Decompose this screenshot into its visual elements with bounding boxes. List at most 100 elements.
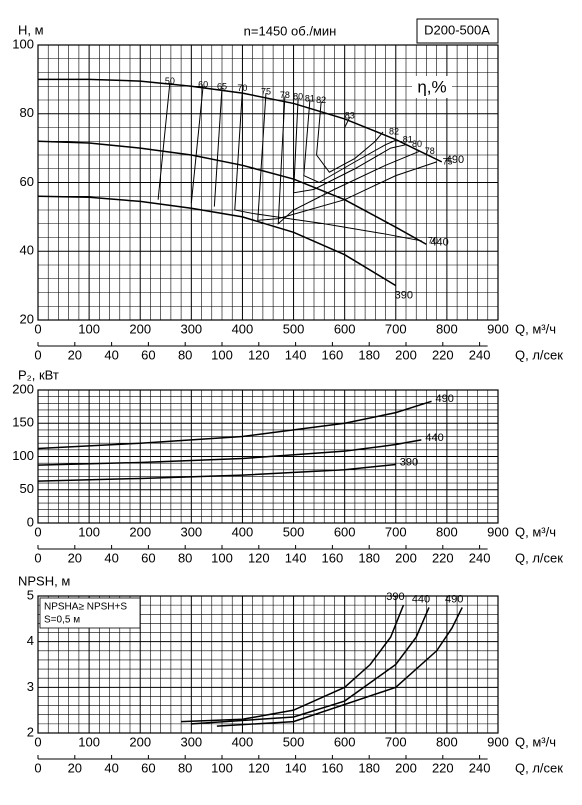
x2-tick-label: 240 [469,550,491,565]
x-tick-label: 300 [180,734,202,749]
x2-tick-label: 180 [358,760,380,775]
efficiency-label: 80 [412,139,422,149]
x2-tick-label: 0 [34,550,41,565]
y-tick-label: 60 [20,174,34,189]
curve [37,195,397,287]
efficiency-label: 70 [428,235,438,245]
curve [37,439,422,466]
x-tick-label: 200 [129,524,151,539]
x-tick-label: 300 [180,524,202,539]
x2-tick-label: 80 [178,760,192,775]
efficiency-label: 81 [305,93,315,103]
x-tick-label: 200 [129,321,151,336]
x2-tick-label: 240 [469,760,491,775]
x-tick-label: 800 [436,524,458,539]
x2-tick-label: 180 [358,550,380,565]
curve [181,604,405,723]
x-tick-label: 500 [283,321,305,336]
curve [37,463,396,482]
x2-tick-label: 160 [322,347,344,362]
x-tick-label: 800 [436,734,458,749]
efficiency-label: 78 [280,90,290,100]
x2-tick-label: 100 [211,550,233,565]
x-tick-label: 600 [334,524,356,539]
x2-axis-label: Q, л/сек [515,347,563,362]
x2-tick-label: 100 [211,347,233,362]
y-axis-label: NPSH, м [18,573,70,588]
efficiency-label: 65 [217,81,227,91]
y-tick-label: 50 [20,481,34,496]
annotation-box [39,597,141,629]
x2-tick-label: 220 [432,760,454,775]
x2-tick-label: 0 [34,760,41,775]
x2-tick-label: 80 [178,550,192,565]
efficiency-label: 81 [403,134,413,144]
x2-tick-label: 80 [178,347,192,362]
x-tick-label: 100 [78,321,100,336]
x-tick-label: 600 [334,321,356,336]
y-tick-label: 40 [20,243,34,258]
x2-tick-label: 40 [104,347,118,362]
x2-tick-label: 120 [248,550,270,565]
x-tick-label: 700 [385,524,407,539]
curve-label: 390 [395,290,413,302]
efficiency-label: 78 [425,146,435,156]
y-tick-label: 150 [12,415,34,430]
eta-bg [412,76,452,98]
efficiency-line [234,89,422,242]
x-axis-label: Q, м³/ч [515,734,556,749]
x2-tick-label: 0 [34,347,41,362]
y-tick-label: 3 [27,679,34,694]
x2-tick-label: 40 [104,550,118,565]
x-tick-label: 400 [232,524,254,539]
efficiency-label: 70 [237,83,247,93]
x2-tick-label: 20 [68,760,82,775]
x2-tick-label: 220 [432,550,454,565]
x2-tick-label: 160 [322,760,344,775]
curve-label: 490 [445,593,463,605]
x-tick-label: 600 [334,734,356,749]
x2-tick-label: 120 [248,347,270,362]
efficiency-label: 50 [165,76,175,86]
x2-tick-label: 120 [248,760,270,775]
x2-axis-label: Q, л/сек [515,550,563,565]
x2-tick-label: 20 [68,347,82,362]
curve-label: 390 [400,456,418,468]
efficiency-line [293,98,407,194]
y-tick-label: 200 [12,381,34,396]
x2-tick-label: 240 [469,347,491,362]
efficiency-line [257,93,437,221]
x-tick-label: 100 [78,734,100,749]
x2-tick-label: 200 [395,550,417,565]
x-tick-label: 900 [487,524,509,539]
efficiency-label: 82 [389,126,399,136]
y-tick-label: 80 [20,105,34,120]
x-tick-label: 800 [436,321,458,336]
x-tick-label: 0 [34,734,41,749]
x2-tick-label: 100 [211,760,233,775]
x-tick-label: 200 [129,734,151,749]
annotation: NPSHA≥ NPSH+S [44,602,127,613]
x2-tick-label: 200 [395,760,417,775]
x-tick-label: 0 [34,524,41,539]
x2-tick-label: 140 [285,760,307,775]
curve-label: 490 [446,154,464,166]
y-tick-label: 100 [12,36,34,51]
y-tick-label: 100 [12,448,34,463]
annotation: S=0,5 м [44,615,80,626]
y-tick-label: 20 [20,311,34,326]
efficiency-line [316,101,384,173]
subtitle: n=1450 об./мин [244,23,337,38]
curve-label: 440 [412,593,430,605]
y-tick-label: 4 [27,633,34,648]
x2-tick-label: 160 [322,550,344,565]
x-tick-label: 400 [232,734,254,749]
x-tick-label: 300 [180,321,202,336]
x-tick-label: 400 [232,321,254,336]
x2-tick-label: 180 [358,347,380,362]
efficiency-line [190,86,204,204]
x-tick-label: 500 [283,734,305,749]
efficiency-label: 83 [345,111,355,121]
x-axis-label: Q, м³/ч [515,524,556,539]
